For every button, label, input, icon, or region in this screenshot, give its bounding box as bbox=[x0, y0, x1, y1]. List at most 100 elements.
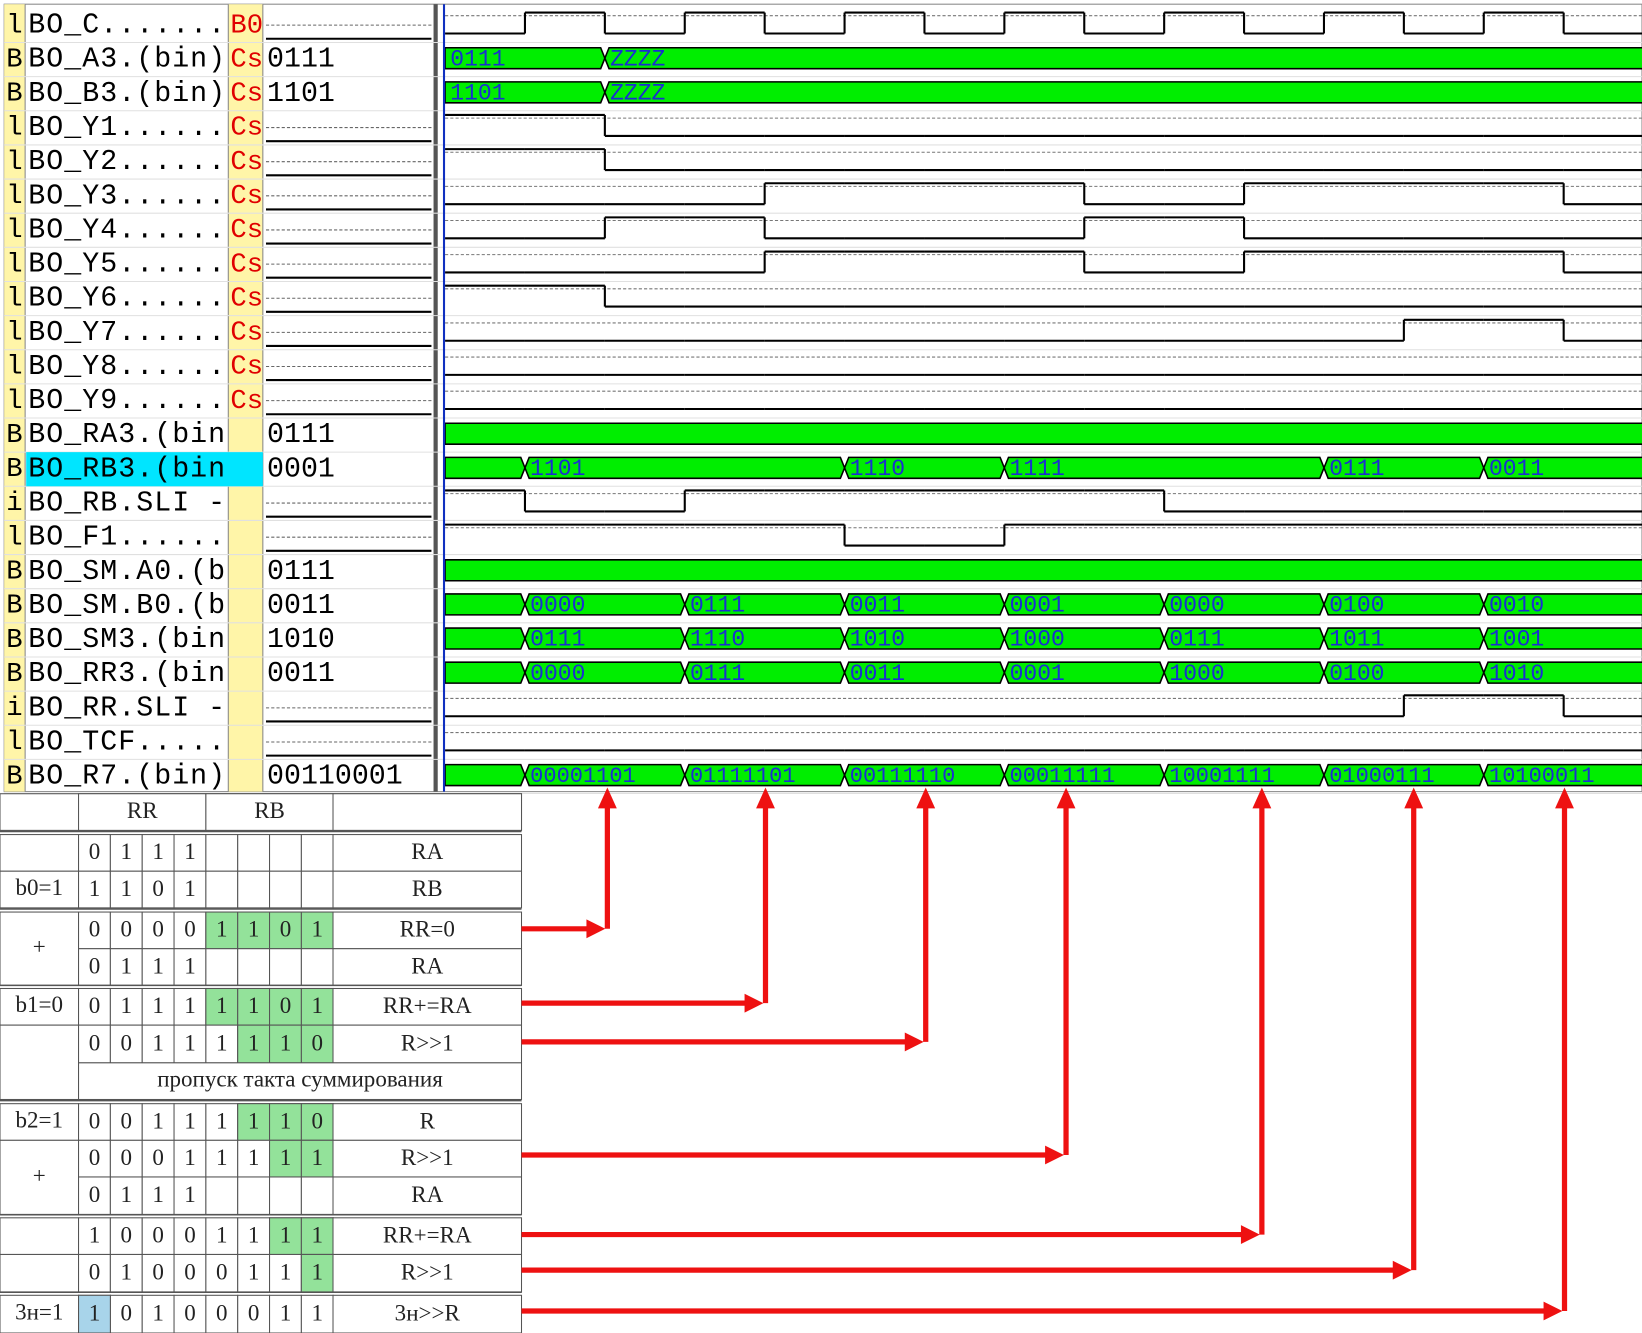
bus-label: 0111 bbox=[690, 593, 745, 619]
row-note: R>>1 bbox=[401, 1029, 454, 1055]
signal-kind: B bbox=[6, 454, 22, 485]
bit: 1 bbox=[216, 1029, 228, 1055]
row-label: b2=1 bbox=[16, 1106, 64, 1132]
bit-cell bbox=[173, 834, 207, 872]
row-note: RA bbox=[411, 952, 443, 978]
bit-cell bbox=[269, 870, 302, 909]
bit: 1 bbox=[312, 1144, 324, 1170]
bit: 0 bbox=[121, 1107, 133, 1133]
bit-cell bbox=[141, 870, 175, 909]
row-note: RA bbox=[411, 1181, 443, 1207]
bit: 1 bbox=[280, 1221, 292, 1247]
bit: 1 bbox=[152, 1181, 164, 1207]
bit-cell bbox=[173, 987, 207, 1026]
bit: 1 bbox=[184, 1107, 196, 1133]
signal-value: 0111 bbox=[267, 556, 335, 588]
signal-marker: Cs bbox=[230, 352, 263, 383]
signal-kind: l bbox=[6, 318, 22, 349]
signal-kind: i bbox=[6, 693, 22, 724]
bus-label: 1000 bbox=[1010, 627, 1065, 653]
bit: 1 bbox=[121, 992, 133, 1018]
bit-cell bbox=[78, 948, 111, 986]
bus-label: 1000 bbox=[1169, 661, 1224, 687]
signal-name: BO_B3.(bin) bbox=[28, 78, 225, 110]
label-cell bbox=[0, 1024, 80, 1101]
bit: 1 bbox=[216, 1144, 228, 1170]
bit-cell bbox=[205, 870, 239, 909]
row-label: b0=1 bbox=[16, 874, 64, 900]
bus-label: 10100011 bbox=[1489, 764, 1595, 789]
bit: 1 bbox=[312, 1259, 324, 1285]
signal-name: BO_R7.(bin) bbox=[28, 761, 225, 793]
bit-cell bbox=[205, 1024, 239, 1064]
signal-name: BO_Y8...... bbox=[28, 351, 225, 383]
label-cell bbox=[0, 987, 80, 1026]
highlight-cell bbox=[300, 911, 334, 950]
signal-kind: B bbox=[6, 557, 22, 588]
signal-kind: B bbox=[6, 659, 22, 690]
bit-cell bbox=[78, 911, 111, 950]
signal-kind: l bbox=[6, 113, 22, 144]
row-note: RR+=RA bbox=[383, 992, 472, 1018]
bus-label: 1111 bbox=[1010, 456, 1065, 482]
bit: 1 bbox=[152, 952, 164, 978]
bit-cell bbox=[141, 948, 175, 986]
bit-cell bbox=[300, 834, 334, 872]
bit-cell bbox=[205, 1103, 239, 1141]
bit: 0 bbox=[121, 1299, 133, 1325]
signal-kind: B bbox=[6, 761, 22, 792]
bus-segment bbox=[1163, 627, 1325, 650]
bit: 0 bbox=[89, 916, 101, 942]
arrow-head bbox=[1240, 1225, 1260, 1244]
bus-label: ZZZZ bbox=[610, 80, 665, 106]
bus-segment bbox=[843, 456, 1006, 480]
signal-name: BO_RR3.(bin bbox=[28, 658, 225, 690]
bus-segment bbox=[843, 661, 1006, 684]
selection bbox=[26, 452, 263, 487]
bus-segment bbox=[444, 763, 526, 787]
note-cell bbox=[332, 834, 523, 872]
arrow-head bbox=[1056, 787, 1076, 809]
bit: 1 bbox=[184, 952, 196, 978]
bit: 1 bbox=[184, 1144, 196, 1170]
bit-cell bbox=[141, 1176, 175, 1216]
highlight-cell bbox=[205, 911, 239, 950]
signal-kind: B bbox=[6, 591, 22, 622]
signal-kind: l bbox=[6, 181, 22, 212]
bit: 0 bbox=[121, 1221, 133, 1247]
label-cell bbox=[0, 1217, 80, 1255]
bit: 1 bbox=[121, 1181, 133, 1207]
bus-label: 0011 bbox=[1489, 456, 1544, 482]
header-cell bbox=[332, 793, 523, 831]
bit-cell bbox=[237, 1294, 271, 1333]
span-text: пропуск такта суммирования bbox=[157, 1065, 443, 1091]
marker-column bbox=[228, 4, 263, 792]
bus-segment bbox=[1323, 763, 1485, 787]
arrow-head bbox=[1045, 1145, 1064, 1165]
bit: 0 bbox=[184, 1221, 196, 1247]
bit: 0 bbox=[280, 992, 292, 1018]
bit-cell bbox=[237, 870, 271, 909]
label-cell bbox=[0, 1294, 80, 1333]
bus-segment bbox=[604, 46, 1642, 70]
arrow-head bbox=[756, 787, 775, 809]
bit-cell bbox=[205, 834, 239, 872]
waveforms: l BO_C....... B0B BO_A3.(bin) Cs 0111 0111 ZZZZ… bbox=[4, 10, 1642, 795]
bit-cell bbox=[300, 948, 334, 986]
bit: 0 bbox=[89, 1029, 101, 1055]
splitter bbox=[433, 4, 438, 792]
bit-cell bbox=[78, 1176, 111, 1216]
bus-label: 1010 bbox=[1489, 661, 1544, 687]
bus-segment bbox=[1323, 661, 1485, 684]
bus-segment bbox=[1482, 456, 1642, 480]
bit: 0 bbox=[248, 1299, 260, 1325]
bit-cell bbox=[109, 948, 143, 986]
signal-value: 0111 bbox=[267, 44, 335, 76]
row-note: 3н>>R bbox=[395, 1299, 461, 1325]
arrow-head bbox=[1555, 787, 1574, 809]
bit: 0 bbox=[152, 875, 164, 901]
signal-marker: Cs bbox=[230, 44, 263, 75]
bit: 1 bbox=[216, 992, 228, 1018]
arrow-head bbox=[744, 993, 764, 1013]
